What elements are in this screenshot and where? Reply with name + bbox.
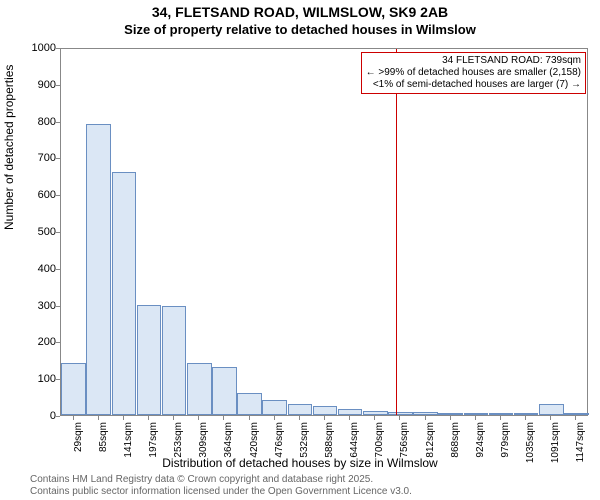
chart-title-line1: 34, FLETSAND ROAD, WILMSLOW, SK9 2AB	[0, 4, 600, 20]
y-tick-label: 800	[38, 116, 56, 128]
x-tick-label: 141sqm	[123, 422, 134, 470]
annotation-line1: 34 FLETSAND ROAD: 739sqm	[366, 55, 581, 67]
x-tick-label: 29sqm	[73, 422, 84, 470]
y-tick-label: 500	[38, 226, 56, 238]
histogram-bar	[162, 306, 187, 415]
y-tick-label: 400	[38, 263, 56, 275]
chart-container: 34, FLETSAND ROAD, WILMSLOW, SK9 2AB Siz…	[0, 0, 600, 500]
annotation-line3: <1% of semi-detached houses are larger (…	[366, 79, 581, 91]
x-tick-label: 364sqm	[223, 422, 234, 470]
y-tick-mark	[56, 379, 60, 380]
x-tick-mark	[173, 416, 174, 420]
y-tick-mark	[56, 416, 60, 417]
x-tick-label: 644sqm	[349, 422, 360, 470]
x-tick-mark	[550, 416, 551, 420]
x-tick-mark	[98, 416, 99, 420]
x-tick-mark	[475, 416, 476, 420]
y-tick-label: 300	[38, 300, 56, 312]
x-tick-label: 309sqm	[198, 422, 209, 470]
x-tick-mark	[274, 416, 275, 420]
x-tick-label: 476sqm	[274, 422, 285, 470]
chart-footer: Contains HM Land Registry data © Crown c…	[30, 474, 412, 498]
histogram-bar	[388, 412, 413, 415]
histogram-bar	[438, 413, 463, 415]
histogram-bar	[363, 411, 388, 415]
x-tick-mark	[399, 416, 400, 420]
y-tick-mark	[56, 232, 60, 233]
x-tick-label: 700sqm	[374, 422, 385, 470]
x-tick-mark	[148, 416, 149, 420]
x-tick-mark	[500, 416, 501, 420]
x-tick-label: 1035sqm	[525, 422, 536, 470]
x-tick-mark	[349, 416, 350, 420]
y-tick-mark	[56, 48, 60, 49]
y-tick-label: 600	[38, 189, 56, 201]
annotation-box: 34 FLETSAND ROAD: 739sqm← >99% of detach…	[361, 52, 586, 94]
x-tick-label: 197sqm	[148, 422, 159, 470]
histogram-bar	[61, 363, 86, 415]
x-tick-label: 420sqm	[249, 422, 260, 470]
x-tick-label: 979sqm	[500, 422, 511, 470]
histogram-bar	[514, 413, 539, 415]
y-axis-label: Number of detached properties	[2, 65, 16, 230]
histogram-bar	[112, 172, 137, 415]
plot-area	[60, 48, 588, 416]
histogram-bar	[237, 393, 262, 415]
x-tick-mark	[525, 416, 526, 420]
x-tick-mark	[223, 416, 224, 420]
y-tick-mark	[56, 306, 60, 307]
x-tick-mark	[249, 416, 250, 420]
histogram-bar	[262, 400, 287, 415]
footer-line1: Contains HM Land Registry data © Crown c…	[30, 474, 412, 486]
histogram-bar	[539, 404, 564, 415]
x-tick-label: 924sqm	[475, 422, 486, 470]
x-tick-mark	[425, 416, 426, 420]
y-tick-mark	[56, 195, 60, 196]
histogram-bar	[564, 413, 589, 415]
x-tick-label: 532sqm	[299, 422, 310, 470]
x-tick-label: 812sqm	[425, 422, 436, 470]
x-tick-mark	[198, 416, 199, 420]
y-tick-mark	[56, 342, 60, 343]
marker-line	[396, 49, 397, 415]
histogram-bar	[86, 124, 111, 415]
histogram-bar	[137, 305, 162, 415]
y-tick-label: 900	[38, 79, 56, 91]
x-tick-label: 1091sqm	[550, 422, 561, 470]
x-tick-label: 1147sqm	[575, 422, 586, 470]
annotation-line2: ← >99% of detached houses are smaller (2…	[366, 67, 581, 79]
y-tick-mark	[56, 158, 60, 159]
histogram-bar	[489, 413, 514, 415]
chart-title-line2: Size of property relative to detached ho…	[0, 22, 600, 37]
x-tick-mark	[450, 416, 451, 420]
x-tick-mark	[324, 416, 325, 420]
x-tick-mark	[374, 416, 375, 420]
y-tick-label: 1000	[32, 42, 56, 54]
histogram-bar	[187, 363, 212, 415]
x-tick-mark	[299, 416, 300, 420]
x-tick-label: 85sqm	[98, 422, 109, 470]
x-tick-label: 253sqm	[173, 422, 184, 470]
y-tick-label: 700	[38, 152, 56, 164]
histogram-bar	[464, 413, 489, 415]
histogram-bar	[212, 367, 237, 415]
histogram-bar	[413, 412, 438, 415]
x-tick-mark	[575, 416, 576, 420]
histogram-bar	[313, 406, 338, 415]
y-tick-mark	[56, 269, 60, 270]
x-tick-label: 868sqm	[450, 422, 461, 470]
y-tick-mark	[56, 85, 60, 86]
y-tick-label: 200	[38, 336, 56, 348]
x-tick-label: 588sqm	[324, 422, 335, 470]
histogram-bar	[288, 404, 313, 415]
x-tick-mark	[73, 416, 74, 420]
y-tick-mark	[56, 122, 60, 123]
x-tick-label: 756sqm	[399, 422, 410, 470]
histogram-bar	[338, 409, 363, 415]
footer-line2: Contains public sector information licen…	[30, 486, 412, 498]
x-tick-mark	[123, 416, 124, 420]
y-tick-label: 100	[38, 373, 56, 385]
